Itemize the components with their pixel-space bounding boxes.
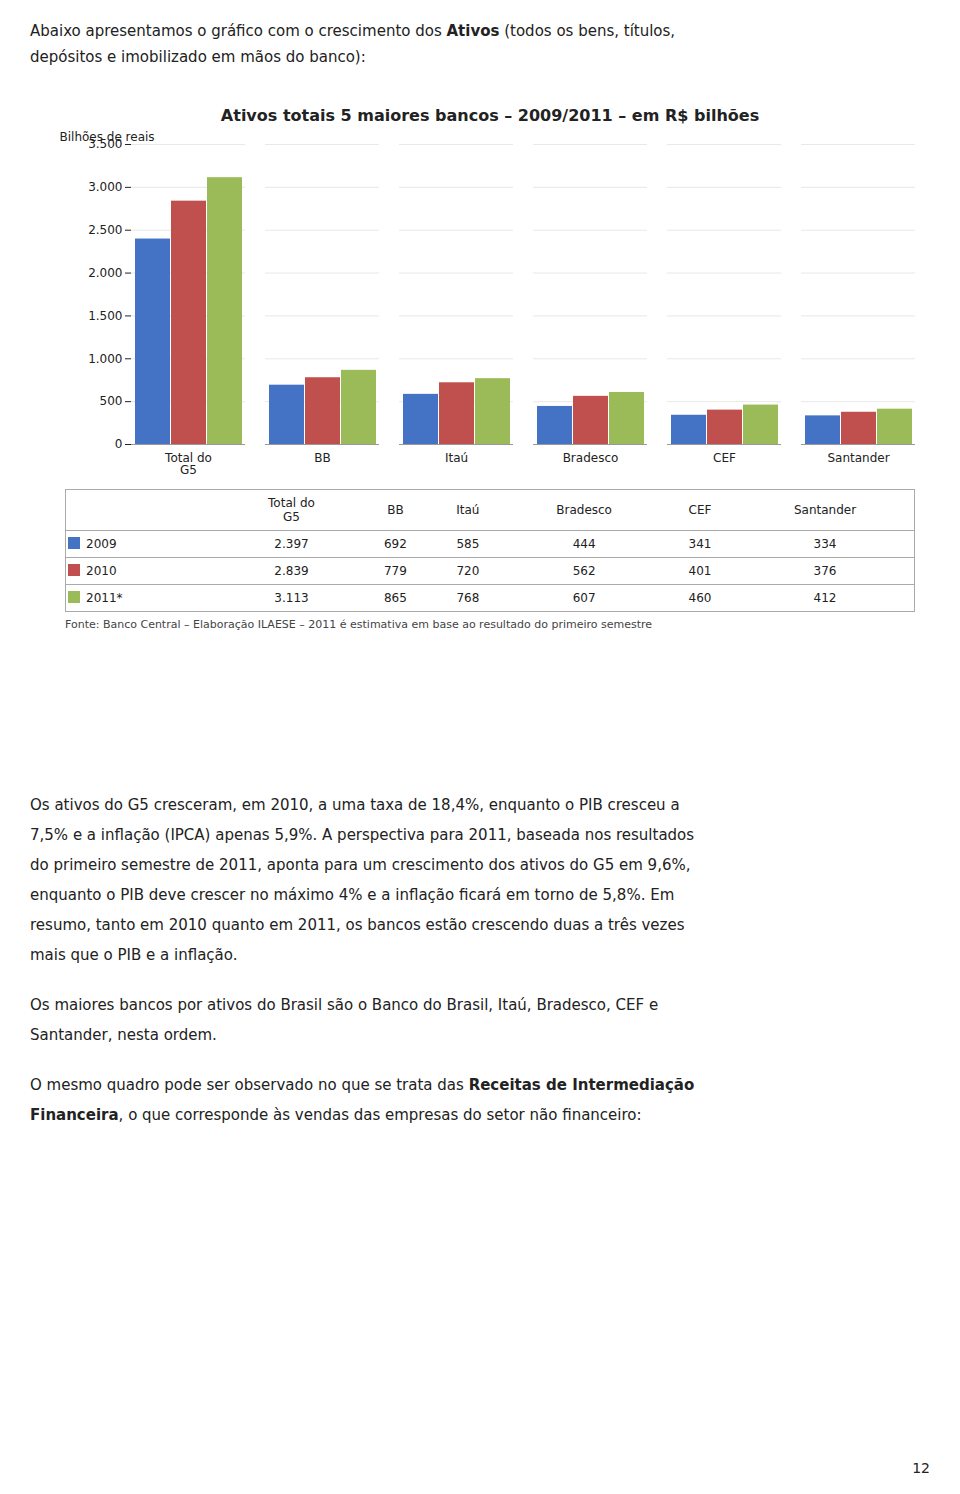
html-text:Os maiores bancos por ativos d: Os maiores bancos por ativos do Brasil s… <box>30 996 659 1014</box>
html-text:Itaú: Itaú <box>456 503 480 517</box>
html-text:607: 607 <box>572 591 596 605</box>
svg-text:Santander: Santander <box>827 451 889 465</box>
html-text:do primeiro semestre de 2011,: do primeiro semestre de 2011, aponta par… <box>30 856 691 874</box>
svg-text:Itaú: Itaú <box>445 451 468 465</box>
html-text:resumo, tanto em 2010 quanto e: resumo, tanto em 2010 quanto em 2011, os… <box>30 916 685 934</box>
html-text:Abaixo apresentamos o gráfico: Abaixo apresentamos o gráfico com o cres… <box>30 22 676 40</box>
html-text:720: 720 <box>456 564 480 578</box>
html-text:376: 376 <box>813 564 837 578</box>
svg-text:3.000: 3.000 <box>88 180 122 194</box>
html-text:412: 412 <box>813 591 837 605</box>
svg-text:BB: BB <box>314 451 330 465</box>
svg-text:1.500: 1.500 <box>88 309 122 323</box>
svg-text:2.000: 2.000 <box>88 266 122 280</box>
html-text:562: 562 <box>572 564 596 578</box>
html-text:865: 865 <box>384 591 407 605</box>
html-text:2.397: 2.397 <box>274 537 309 551</box>
svg-text:3.500: 3.500 <box>88 137 123 152</box>
html-text:341: 341 <box>688 537 712 551</box>
html-text:Santander, nesta ordem.: Santander, nesta ordem. <box>30 1026 217 1044</box>
svg-text:500: 500 <box>100 394 123 408</box>
html-text:Financeira, o que corresponde: Financeira, o que corresponde às vendas … <box>30 1106 642 1124</box>
html-text:2009: 2009 <box>86 537 117 551</box>
html-text:O mesmo quadro pode ser observ: O mesmo quadro pode ser observado no que… <box>30 1076 695 1094</box>
html-text:depósitos e imobilizado em mão: depósitos e imobilizado em mãos do banco… <box>30 48 366 66</box>
html-text:Os ativos do G5 cresceram, em: Os ativos do G5 cresceram, em 2010, a um… <box>30 796 680 814</box>
html-text:768: 768 <box>456 591 480 605</box>
html-text:779: 779 <box>384 564 407 578</box>
html-text:enquanto o PIB deve crescer no: enquanto o PIB deve crescer no máximo 4%… <box>30 886 675 904</box>
svg-text:2.500: 2.500 <box>88 223 122 237</box>
html-text:CEF: CEF <box>688 503 712 517</box>
svg-text:0: 0 <box>115 437 123 451</box>
html-text:mais que o PIB e a inflação.: mais que o PIB e a inflação. <box>30 946 238 964</box>
svg-text:CEF: CEF <box>713 451 736 465</box>
html-text:Fonte: Banco Central – Elabora: Fonte: Banco Central – Elaboração ILAESE… <box>65 618 653 631</box>
html-text:3.113: 3.113 <box>274 591 309 605</box>
html-text:BB: BB <box>387 503 404 517</box>
html-text:Total do G5: Total do G5 <box>268 496 315 524</box>
svg-text:Bilhões de reais: Bilhões de reais <box>60 130 155 144</box>
html-text:Santander: Santander <box>793 503 857 517</box>
html-text:2011*: 2011* <box>86 591 123 605</box>
html-text:7,5% e a inflação (IPCA) apena: 7,5% e a inflação (IPCA) apenas 5,9%. A … <box>30 826 695 844</box>
html-text:Ativos totais 5 maiores bancos: Ativos totais 5 maiores bancos – 2009/20… <box>220 106 760 125</box>
html-text:2010: 2010 <box>86 564 117 578</box>
svg-text:Bradesco: Bradesco <box>563 451 619 465</box>
html-text:Bradesco: Bradesco <box>556 503 612 517</box>
html-text:585: 585 <box>456 537 480 551</box>
svg-text:1.000: 1.000 <box>88 352 122 366</box>
html-text:460: 460 <box>688 591 712 605</box>
html-text:444: 444 <box>572 537 596 551</box>
html-text:2.839: 2.839 <box>274 564 309 578</box>
html-text:692: 692 <box>384 537 407 551</box>
html-text:12: 12 <box>912 1460 930 1476</box>
html-text:401: 401 <box>688 564 712 578</box>
svg-text:Total doG5: Total doG5 <box>164 451 212 477</box>
html-text:334: 334 <box>813 537 837 551</box>
